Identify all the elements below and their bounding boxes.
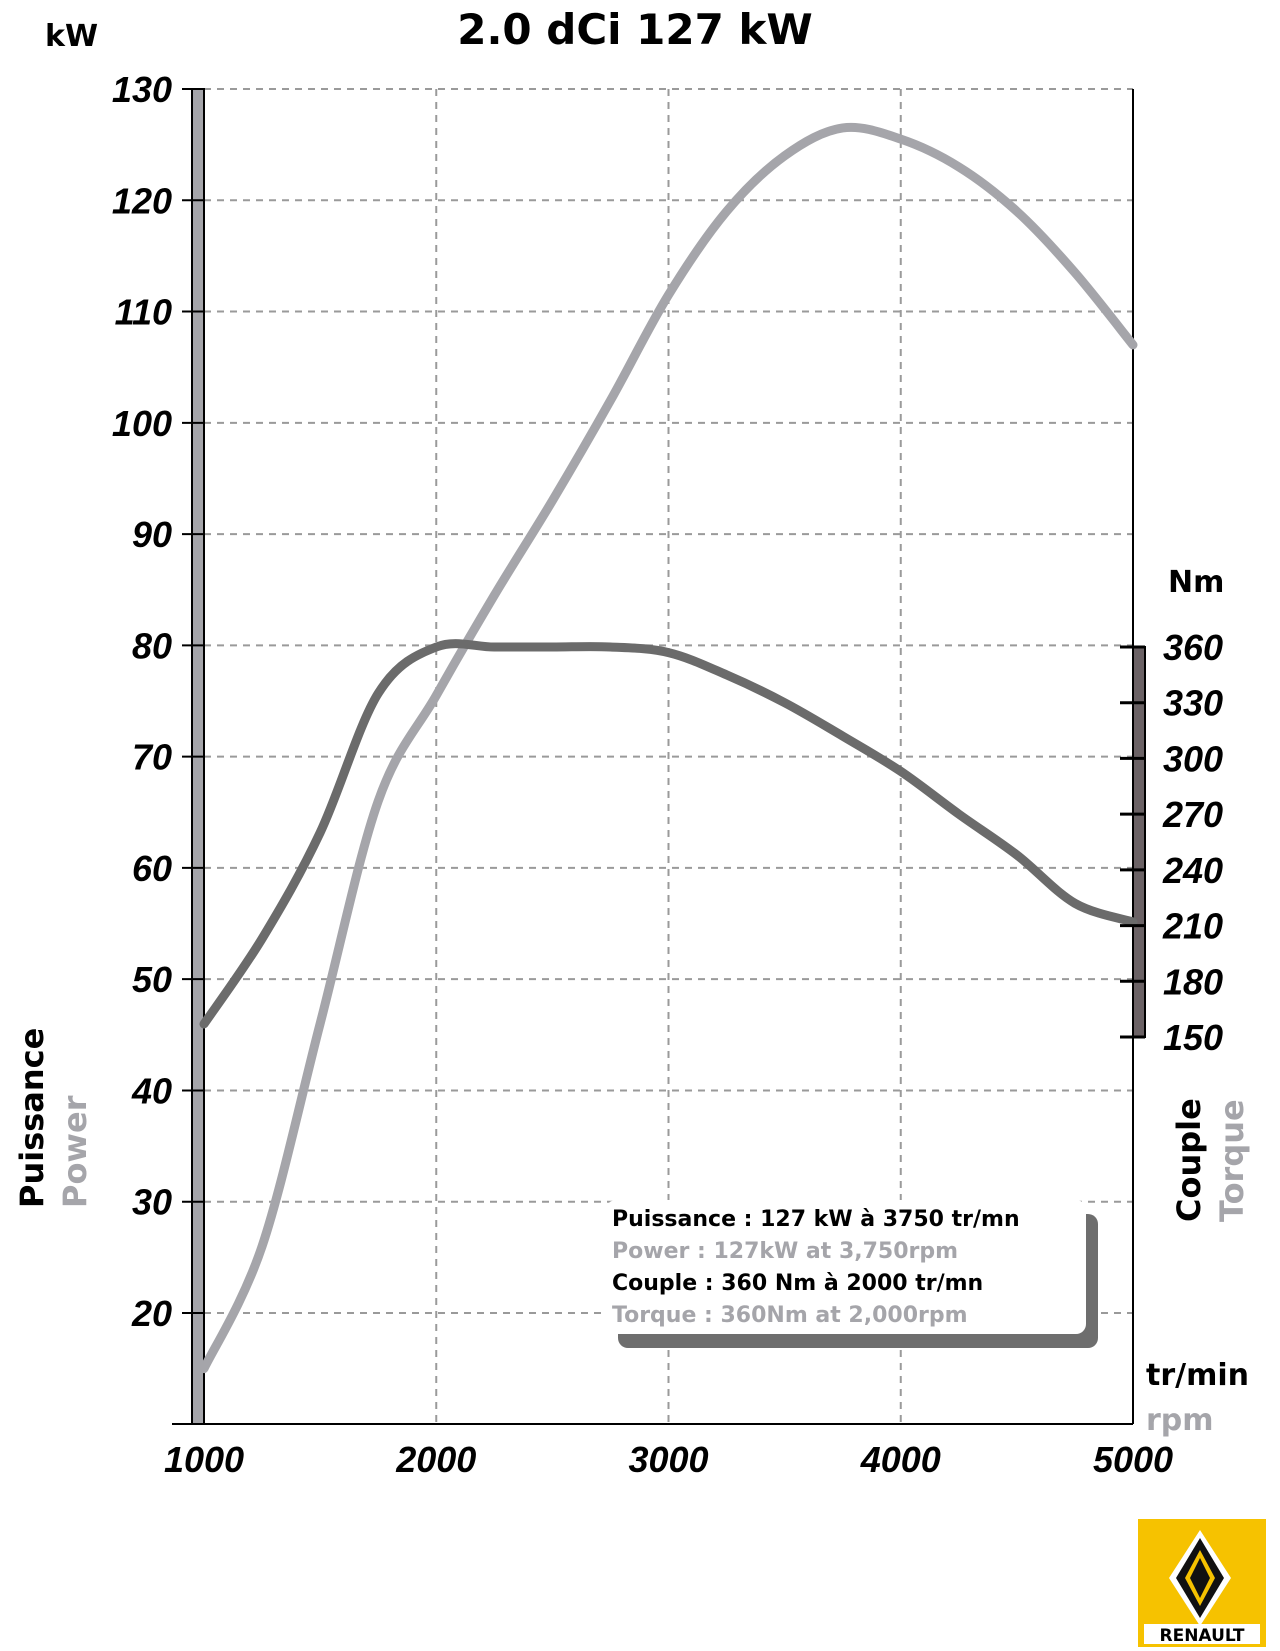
left-tick-label-80: 80: [132, 625, 172, 666]
left-tick-label-20: 20: [131, 1293, 172, 1334]
right-tick-label-270: 270: [1162, 794, 1223, 835]
right-tick-label-360: 360: [1163, 627, 1223, 668]
left-tick-label-90: 90: [132, 514, 172, 555]
right-tick-label-180: 180: [1163, 961, 1223, 1002]
left-axis-label-alt: Power: [56, 1095, 94, 1208]
left-tick-label-60: 60: [132, 848, 172, 889]
annotation-power-fr: Puissance : 127 kW à 3750 tr/mn: [612, 1207, 1020, 1232]
right-tick-label-240: 240: [1162, 850, 1223, 891]
left-tick-label-120: 120: [112, 180, 172, 221]
annotation-torque-fr: Couple : 360 Nm à 2000 tr/mn: [612, 1271, 983, 1296]
x-tick-label-2000: 2000: [395, 1439, 476, 1480]
renault-logo: RENAULT: [1138, 1519, 1266, 1647]
left-axis-unit: kW: [45, 19, 98, 54]
left-tick-label-130: 130: [112, 69, 172, 110]
left-tick-label-100: 100: [112, 403, 172, 444]
right-tick-label-330: 330: [1163, 683, 1223, 724]
chart-title: 2.0 dCi 127 kW: [457, 5, 812, 54]
left-tick-label-110: 110: [115, 292, 172, 333]
x-tick-label-4000: 4000: [860, 1439, 941, 1480]
left-tick-label-30: 30: [132, 1182, 172, 1223]
x-axis-unit-alt: rpm: [1146, 1403, 1214, 1438]
left-tick-label-50: 50: [132, 959, 172, 1000]
annotation-power-en: Power : 127kW at 3,750rpm: [612, 1239, 958, 1264]
spec-annotation-box: Puissance : 127 kW à 3750 tr/mn Power : …: [606, 1200, 1098, 1348]
right-tick-label-150: 150: [1163, 1017, 1223, 1058]
right-axis-label: Couple: [1170, 1098, 1208, 1222]
torque-curve: [199, 639, 1138, 1029]
left-tick-label-70: 70: [132, 737, 172, 778]
right-axis-label-alt: Torque: [1213, 1099, 1251, 1222]
x-tick-label-3000: 3000: [628, 1439, 708, 1480]
x-tick-label-1000: 1000: [164, 1439, 244, 1480]
right-axis-bar: [1132, 646, 1146, 1038]
x-axis-unit: tr/min: [1146, 1358, 1249, 1393]
annotation-torque-en: Torque : 360Nm at 2,000rpm: [612, 1303, 968, 1328]
right-axis-unit: Nm: [1168, 565, 1224, 600]
right-tick-label-300: 300: [1163, 738, 1223, 779]
left-axis-label: Puissance: [13, 1028, 51, 1208]
right-tick-label-210: 210: [1162, 906, 1223, 947]
logo-brand-text: RENAULT: [1160, 1626, 1245, 1646]
left-tick-label-40: 40: [131, 1070, 172, 1111]
x-tick-label-5000: 5000: [1093, 1439, 1173, 1480]
